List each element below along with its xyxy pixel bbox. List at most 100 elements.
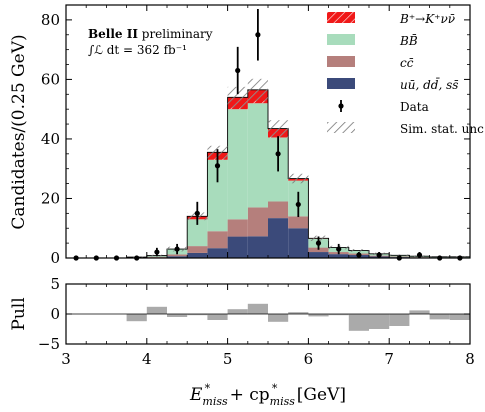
- series-2-bin-9: [247, 103, 268, 208]
- pull-bar-4: [146, 306, 167, 314]
- legend-swatch-0: [327, 78, 355, 89]
- series-0-bin-11: [288, 228, 309, 258]
- series-1-bin-9: [247, 207, 268, 237]
- pull-bar-3: [126, 314, 147, 322]
- series-1-bin-12: [308, 247, 329, 253]
- series-0-bin-6: [187, 252, 208, 258]
- legend: B⁺→K⁺νν̄ BB̄ cc̄ uū, dd̄, ss̄ Data Sim. stat.…: [327, 12, 485, 136]
- series-0-bin-13: [328, 254, 349, 258]
- x-label-e: E: [189, 385, 203, 405]
- sim-unc-bin-9: [247, 78, 268, 101]
- main-ytick-label-3: 60: [41, 70, 60, 88]
- legend-swatch-1: [327, 56, 355, 67]
- series-1-bin-6: [187, 246, 208, 253]
- pull-bar-5: [167, 314, 188, 317]
- series-0-bin-10: [268, 218, 289, 258]
- xtick-label-1: 4: [142, 350, 152, 368]
- xtick-label-3: 6: [304, 350, 314, 368]
- xtick-label-5: 8: [465, 350, 475, 368]
- x-label-star2: *: [272, 382, 278, 395]
- xtick-label-4: 7: [384, 350, 394, 368]
- data-point-10: [275, 151, 281, 157]
- pull-ytick-label-0: −5: [38, 335, 60, 353]
- x-label-sub2: miss: [270, 395, 296, 408]
- xtick-label-2: 5: [223, 350, 233, 368]
- pull-bar-7: [207, 314, 228, 320]
- main-panel: 0 20 40 60 80: [41, 4, 471, 267]
- x-label-unit: [GeV]: [291, 385, 346, 405]
- experiment-annotation: Belle II preliminary: [88, 27, 213, 41]
- series-2-bin-8: [227, 109, 248, 220]
- main-ytick-label-0: 0: [50, 249, 60, 267]
- pull-bar-8: [227, 309, 248, 314]
- xtick-label-0: 3: [61, 350, 71, 368]
- pull-bar-10: [268, 314, 289, 322]
- pull-bar-17: [409, 310, 430, 314]
- series-0-bin-8: [227, 236, 248, 258]
- legend-label-data: Data: [400, 100, 429, 114]
- data-point-15: [376, 252, 382, 258]
- pull-bar-11: [288, 312, 309, 314]
- legend-label-0: uū, dd̄, ss̄: [400, 76, 459, 92]
- x-label-cp: + cp: [224, 385, 270, 405]
- data-point-4: [154, 249, 160, 255]
- pull-bar-16: [389, 314, 410, 326]
- pull-ytick-label-2: 5: [50, 275, 60, 293]
- legend-data-marker: [338, 103, 344, 109]
- experiment-name: Belle II: [88, 27, 138, 41]
- data-point-5: [174, 246, 180, 252]
- pull-panel: −5 0 5 3 4 5 6 7 8: [38, 275, 475, 368]
- pull-bar-6: [187, 314, 208, 316]
- main-ytick-label-1: 20: [41, 189, 60, 207]
- series-1-bin-4: [146, 256, 167, 258]
- pull-bar-18: [429, 314, 450, 320]
- main-ytick-label-2: 40: [41, 130, 60, 148]
- data-point-6: [194, 210, 200, 216]
- series-1-bin-7: [207, 231, 228, 249]
- legend-swatch-2: [327, 34, 355, 45]
- data-point-13: [336, 246, 342, 252]
- legend-unc-swatch: [327, 122, 355, 133]
- x-axis-label: Emiss* + cpmiss* [GeV]: [189, 382, 346, 408]
- pull-bar-14: [348, 314, 369, 331]
- pull-bar-12: [308, 314, 329, 317]
- sim-unc-bin-8: [227, 86, 248, 108]
- data-point-9: [255, 32, 261, 38]
- luminosity-annotation: ∫ℒ dt = 362 fb⁻¹: [88, 43, 187, 57]
- pull-bar-19: [449, 314, 470, 320]
- data-point-8: [235, 67, 241, 74]
- legend-label-2: BB̄: [399, 33, 418, 48]
- main-y-axis-label: Candidates/(0.25 GeV): [9, 34, 29, 229]
- series-1-bin-10: [268, 201, 289, 219]
- sim-unc-bin-16: [389, 254, 410, 257]
- data-point-14: [356, 252, 362, 258]
- pull-y-axis-label: Pull: [9, 297, 29, 330]
- main-ytick-label-4: 80: [41, 11, 60, 29]
- x-label-sub1: miss: [202, 395, 228, 408]
- series-1-bin-5: [167, 254, 188, 257]
- data-point-7: [214, 163, 221, 169]
- data-point-12: [315, 240, 322, 246]
- pull-bar-9: [247, 303, 268, 314]
- series-1-bin-11: [288, 216, 309, 229]
- series-2-bin-6: [187, 219, 208, 247]
- main-frame: [65, 4, 471, 259]
- sim-unc-bin-11: [288, 173, 309, 184]
- sim-unc-bin-10: [268, 120, 289, 137]
- series-0-bin-9: [247, 236, 268, 258]
- legend-label-unc: Sim. stat. unc.: [400, 122, 485, 136]
- pull-bar-15: [369, 314, 390, 329]
- data-point-11: [295, 201, 301, 208]
- series-0-bin-7: [207, 248, 228, 258]
- pull-ytick-label-1: 0: [50, 305, 60, 323]
- series-0-bin-12: [308, 252, 329, 258]
- legend-label-1: cc̄: [400, 56, 414, 70]
- series-1-bin-8: [227, 219, 248, 237]
- legend-signal-hatch: [327, 12, 355, 23]
- sim-unc-bin-14: [348, 249, 369, 253]
- data-point-17: [416, 252, 423, 258]
- x-label-star1: *: [205, 382, 211, 395]
- status-label: preliminary: [142, 27, 213, 41]
- pull-bar-13: [328, 314, 349, 316]
